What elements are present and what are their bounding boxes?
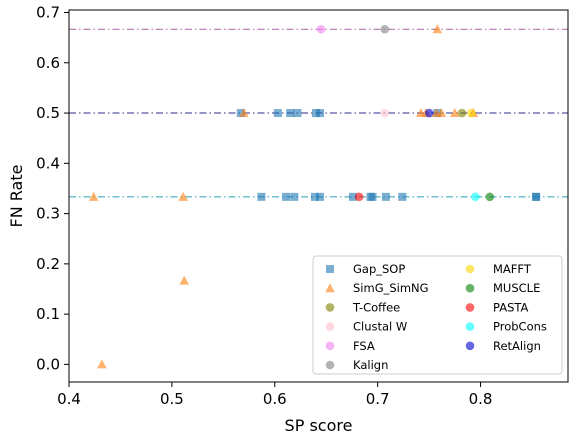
y-tick-label: 0.3 [36,205,60,223]
point-gap-sop [381,192,390,201]
legend-label-fsa: FSA [353,339,375,353]
legend-marker-t-coffee [325,303,335,312]
legend-marker-clustal-w [325,322,335,331]
legend-marker-simg-simng [325,283,335,293]
point-simg-simng [97,359,107,369]
point-mafft [466,108,476,118]
legend-label-gap-sop: Gap_SOP [353,262,405,276]
x-tick-label: 0.6 [263,390,287,408]
point-gap-sop [532,192,541,201]
point-gap-sop [311,109,320,118]
legend-label-pasta: PASTA [493,300,528,314]
point-gap-sop [398,192,407,201]
point-fsa [316,24,326,34]
x-tick-label: 0.4 [57,390,81,408]
legend-marker-muscle [465,283,475,293]
point-retalign [424,108,434,118]
point-gap-sop [257,192,266,201]
point-simg-simng [239,108,249,118]
legend-label-muscle: MUSCLE [493,281,540,295]
legend-label-mafft: MAFFT [493,262,532,276]
point-gap-sop [310,192,319,201]
point-gap-sop [316,192,325,201]
point-t-coffee [457,108,467,118]
x-tick-label: 0.7 [366,390,390,408]
point-gap-sop [273,109,282,118]
y-tick-label: 0.2 [36,255,60,273]
y-tick-label: 0.0 [36,355,60,373]
legend: Gap_SOP SimG_SimNG T-Coffee Clustal W FSA Kal… [312,255,563,375]
point-gap-sop [348,192,357,201]
x-tick-label: 0.8 [469,390,493,408]
point-simg-simng [432,24,443,34]
x-axis: 0.4 0.5 0.6 0.7 0.8 [57,382,492,408]
legend-marker-retalign [465,341,475,351]
y-axis: 0.0 0.1 0.2 0.3 0.4 0.5 0.6 0.7 [36,4,69,373]
legend-marker-pasta [465,303,475,312]
point-muscle [485,192,495,202]
legend-marker-kalign [325,360,335,370]
point-simg-simng [436,108,447,118]
legend-label-clustal-w: Clustal W [353,320,407,334]
point-gap-sop [290,192,299,201]
data-points [88,24,541,369]
legend-label-retalign: RetAlign [493,339,541,353]
x-axis-label: SP score [285,416,353,435]
point-simg-simng [450,108,460,118]
y-tick-label: 0.6 [36,54,60,72]
y-axis-label: FN Rate [7,165,26,228]
legend-marker-probcons [465,322,475,331]
legend-label-t-coffee: T-Coffee [352,300,400,314]
point-gap-sop [286,109,295,118]
y-tick-label: 0.1 [36,305,60,323]
legend-box [312,255,563,375]
point-gap-sop [282,192,291,201]
point-simg-simng [178,191,189,201]
legend-label-probcons: ProbCons [493,320,547,334]
point-gap-sop [236,109,245,118]
point-kalign [380,24,390,34]
point-gap-sop [293,109,302,118]
point-clustal-w [380,108,390,118]
point-simg-simng [179,275,190,285]
point-gap-sop [316,109,325,118]
y-tick-label: 0.4 [36,154,60,172]
legend-marker-mafft [465,264,475,274]
y-tick-label: 0.7 [36,4,60,22]
legend-label-simg-simng: SimG_SimNG [353,281,429,295]
legend-marker-gap-sop [326,265,334,273]
plot-frame [68,9,569,383]
point-gap-sop [368,192,377,201]
point-pasta [354,192,364,202]
point-simg-simng [88,191,99,201]
y-tick-label: 0.5 [36,104,60,122]
point-probcons [471,192,480,202]
legend-marker-fsa [325,341,335,351]
legend-label-kalign: Kalign [353,358,388,372]
x-tick-label: 0.5 [160,390,184,408]
